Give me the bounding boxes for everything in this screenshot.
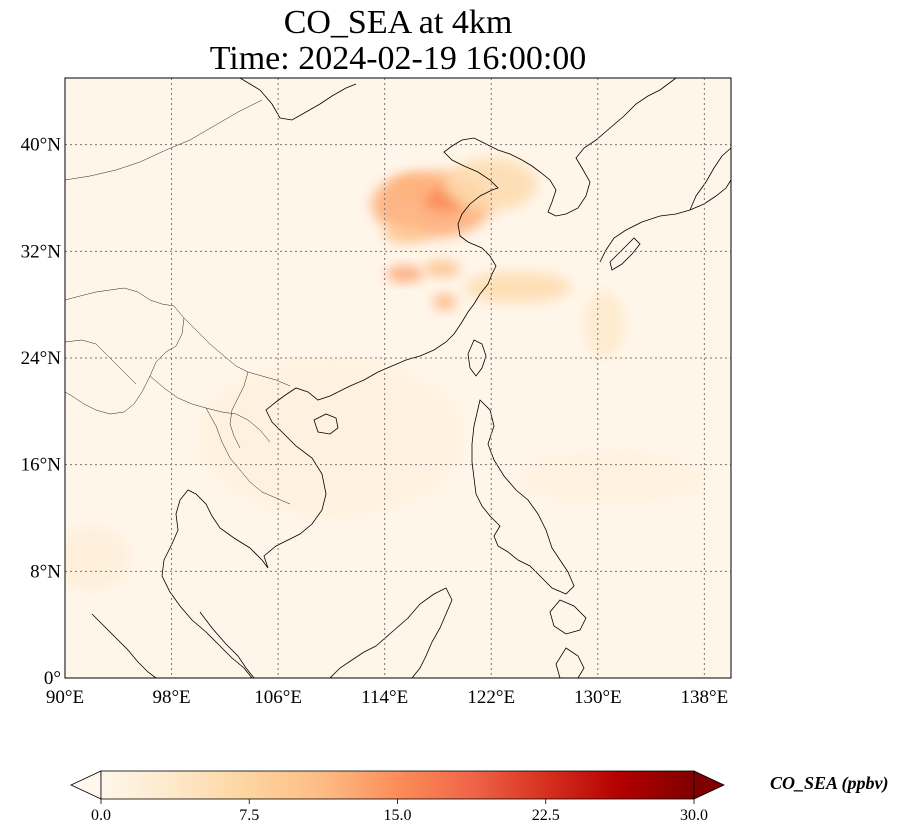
- colorbar-tick-label: 0.0: [91, 807, 111, 824]
- lon-tick-label: 114°E: [361, 687, 408, 708]
- colorbar-tick-label: 15.0: [384, 807, 412, 824]
- colorbar-gradient: [100, 770, 695, 800]
- map-title: CO_SEA at 4km: [283, 4, 513, 41]
- co-plume-6: [423, 260, 461, 277]
- colorbar: 0.0 7.5 15.0 22.5 30.0 CO_SEA (ppbv): [70, 770, 889, 824]
- border-lines: [65, 99, 291, 505]
- map-time-subtitle: Time: 2024-02-19 16:00:00: [209, 40, 587, 77]
- colorbar-min-extend-arrow: [70, 770, 102, 800]
- co-plume-10: [584, 291, 625, 358]
- co-plume-12: [65, 524, 132, 592]
- philippines-coastline: [471, 399, 575, 595]
- co-plume-4: [383, 224, 426, 244]
- colorbar-label: CO_SEA (ppbv): [770, 773, 889, 794]
- country-borders: [65, 99, 291, 505]
- coastlines: [91, 78, 731, 678]
- malay-coastline: [199, 611, 255, 678]
- sumatra-coastline: [91, 613, 157, 678]
- concentration-field: [65, 158, 705, 592]
- map-frame: [64, 77, 732, 679]
- hainan-coastline: [313, 413, 339, 435]
- longitude-ticks: 90°E 98°E 106°E 114°E 122°E 130°E 138°E: [46, 687, 728, 708]
- colorbar-ticks: 0.0 7.5 15.0 22.5 30.0: [91, 799, 708, 824]
- northern-coastline: [239, 78, 357, 121]
- colorbar-tick-label: 22.5: [532, 807, 560, 824]
- lat-tick-label: 0°: [44, 668, 61, 689]
- co-plume-5: [386, 266, 424, 282]
- co-plume-7: [432, 294, 457, 310]
- lon-tick-label: 130°E: [574, 687, 622, 708]
- sulawesi-coastline: [555, 647, 585, 678]
- co-plume-3: [391, 176, 432, 198]
- mindanao-coastline: [549, 599, 587, 635]
- taiwan-coastline: [467, 339, 487, 377]
- co-plume-13: [517, 451, 705, 505]
- lat-tick-label: 32°N: [21, 241, 62, 262]
- borneo-coastline: [329, 587, 453, 678]
- lon-tick-label: 106°E: [254, 687, 302, 708]
- co-plume-8: [464, 271, 572, 304]
- lon-tick-label: 98°E: [152, 687, 190, 708]
- lat-tick-label: 8°N: [30, 561, 61, 582]
- colorbar-tick-label: 7.5: [239, 807, 259, 824]
- latitude-ticks: 0° 8°N 16°N 24°N 32°N 40°N: [21, 135, 62, 689]
- lon-tick-label: 122°E: [467, 687, 515, 708]
- colorbar-tick-label: 30.0: [680, 807, 708, 824]
- colorbar-max-extend-arrow: [693, 770, 725, 800]
- lat-tick-label: 24°N: [21, 348, 62, 369]
- gridlines: [65, 78, 731, 678]
- lat-tick-label: 40°N: [21, 135, 62, 156]
- lat-tick-label: 16°N: [21, 455, 62, 476]
- co-plume-11: [198, 358, 465, 518]
- lon-tick-label: 90°E: [46, 687, 84, 708]
- lon-tick-label: 138°E: [681, 687, 729, 708]
- mainland-coastline: [161, 78, 677, 678]
